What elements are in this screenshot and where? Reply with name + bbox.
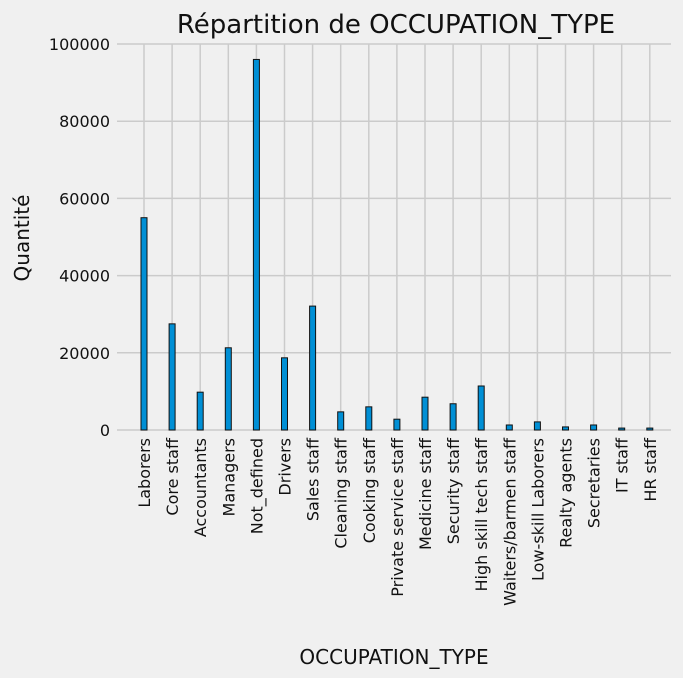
x-tick-label: Realty agents <box>557 438 576 548</box>
x-tick-label: Core staff <box>163 437 182 516</box>
y-ticks: 0 20000 40000 60000 80000 100000 <box>49 35 110 440</box>
bar-low-skill-laborers <box>533 421 541 431</box>
bar-hr-staff <box>646 427 654 431</box>
bar-cooking-staff <box>365 406 373 431</box>
x-tick-label: Private service staff <box>388 437 407 597</box>
x-tick-label: Managers <box>219 438 238 516</box>
y-axis-label: Quantité <box>10 195 34 282</box>
bar-private-service-staff <box>393 418 401 431</box>
x-tick-label: Laborers <box>135 438 154 508</box>
bar-managers <box>224 347 232 431</box>
bars <box>140 58 654 431</box>
y-tick-label: 80000 <box>59 112 110 131</box>
bar-laborers <box>140 217 148 431</box>
bar-core-staff <box>168 323 176 431</box>
bar-cleaning-staff <box>337 411 345 431</box>
x-tick-label: Accountants <box>191 438 210 537</box>
x-tick-label: Medicine staff <box>416 437 435 550</box>
x-tick-label: Sales staff <box>304 437 323 521</box>
y-tick-label: 60000 <box>59 189 110 208</box>
bar-waiters-barmen-staff <box>505 424 513 431</box>
x-tick-label: Drivers <box>276 438 295 496</box>
chart-title: Répartition de OCCUPATION_TYPE <box>177 10 615 40</box>
bar-high-skill-tech-staff <box>477 385 485 431</box>
x-tick-label: Not_defined <box>247 438 267 534</box>
y-tick-label: 20000 <box>59 344 110 363</box>
y-tick-label: 100000 <box>49 35 110 54</box>
x-axis-label: OCCUPATION_TYPE <box>299 645 488 669</box>
bar-not-defined <box>252 58 260 431</box>
x-tick-label: Cleaning staff <box>332 437 351 549</box>
grid <box>117 43 671 431</box>
bar-sales-staff <box>309 305 317 431</box>
x-tick-label: High skill tech staff <box>472 437 491 591</box>
y-tick-label: 0 <box>100 421 110 440</box>
x-tick-label: IT staff <box>613 437 632 493</box>
y-tick-label: 40000 <box>59 267 110 286</box>
x-tick-label: Cooking staff <box>360 437 379 543</box>
bar-security-staff <box>449 403 457 431</box>
bar-it-staff <box>618 427 626 431</box>
x-tick-label: HR staff <box>641 437 660 502</box>
x-ticks: Laborers Core staff Accountants Managers Not… <box>135 437 660 606</box>
x-tick-label: Low-skill Laborers <box>528 438 547 581</box>
bar-drivers <box>281 357 288 431</box>
bar-secretaries <box>590 424 598 431</box>
bar-realty-agents <box>562 426 569 431</box>
x-tick-label: Security staff <box>444 437 463 544</box>
x-tick-label: Waiters/barmen staff <box>500 437 519 606</box>
x-tick-label: Secretaries <box>585 438 604 528</box>
bar-medicine-staff <box>421 396 429 431</box>
bar-accountants <box>196 391 204 431</box>
